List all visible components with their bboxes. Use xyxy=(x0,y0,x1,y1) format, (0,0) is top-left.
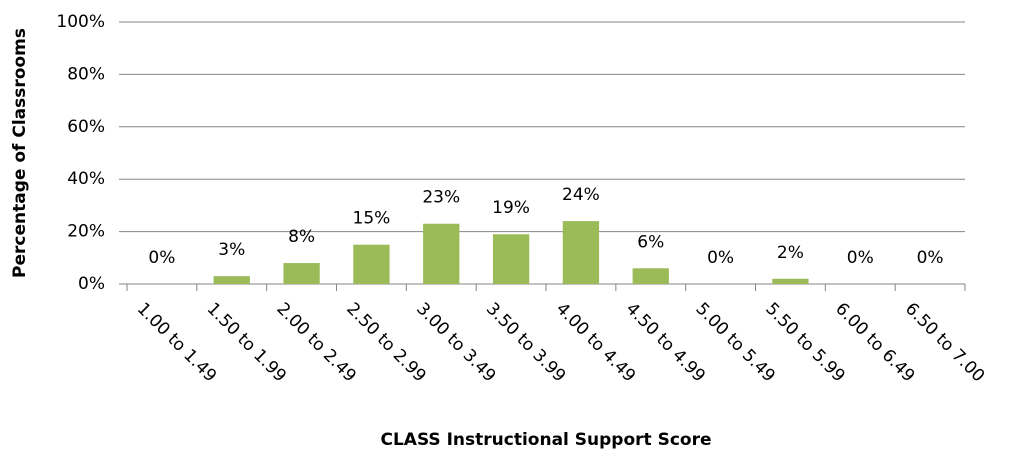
value-label: 19% xyxy=(492,198,530,218)
y-tick-label: 20% xyxy=(67,222,105,242)
bar xyxy=(492,234,530,284)
value-label: 3% xyxy=(218,240,245,260)
bar xyxy=(772,278,809,284)
bar xyxy=(353,244,390,284)
y-tick-label: 0% xyxy=(78,274,105,294)
bar xyxy=(213,276,250,284)
value-label: 6% xyxy=(637,232,664,252)
bar xyxy=(632,268,669,284)
y-tick-label: 80% xyxy=(67,64,105,84)
value-label: 15% xyxy=(353,209,391,229)
value-label: 23% xyxy=(422,188,460,208)
value-label: 2% xyxy=(777,243,804,263)
value-label: 0% xyxy=(707,248,734,268)
value-label: 24% xyxy=(562,185,600,205)
y-tick-label: 100% xyxy=(56,12,105,32)
value-label: 8% xyxy=(288,227,315,247)
value-label: 0% xyxy=(847,248,874,268)
y-tick-label: 40% xyxy=(67,169,105,189)
bar xyxy=(423,223,460,284)
x-axis-title: CLASS Instructional Support Score xyxy=(380,430,711,450)
value-label: 0% xyxy=(148,248,175,268)
y-tick-label: 60% xyxy=(67,117,105,137)
bar xyxy=(562,221,600,284)
bar xyxy=(283,263,320,284)
y-axis-title: Percentage of Classrooms xyxy=(10,28,30,278)
value-label: 0% xyxy=(917,248,944,268)
